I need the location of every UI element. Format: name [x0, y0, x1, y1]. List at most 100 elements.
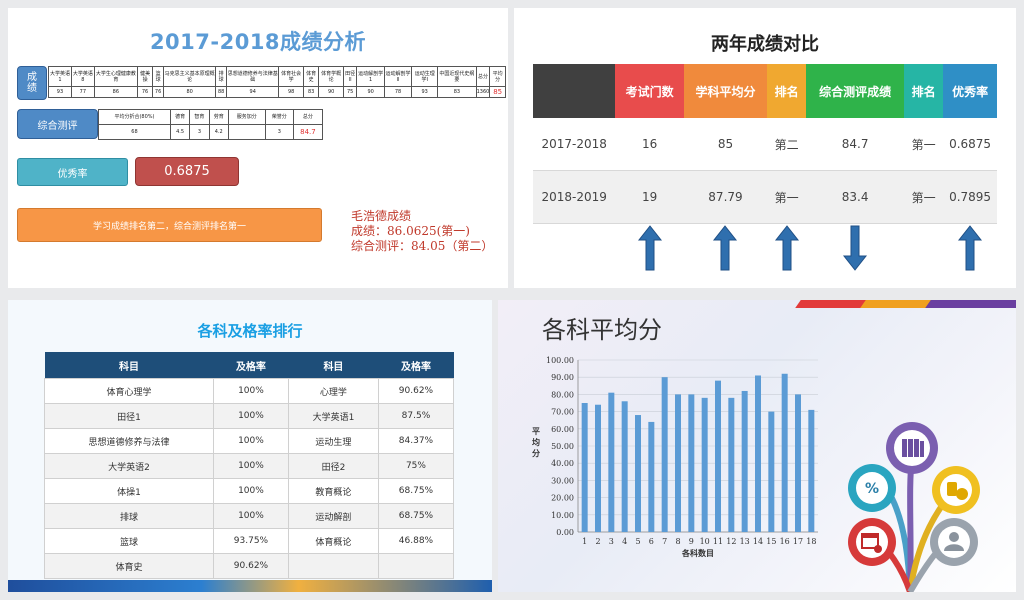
x-tick-label: 8: [675, 537, 680, 546]
pass-cell: 运动解剖: [287, 503, 379, 529]
comparison-header-cell: 综合测评成绩: [806, 64, 905, 118]
pass-cell: 体育概论: [287, 528, 379, 554]
arrow-up-icon: [713, 225, 738, 271]
score-value-cell: 77: [70, 86, 95, 98]
score-value-cell: 83: [437, 86, 477, 98]
excellence-tag: 优秀率: [17, 158, 128, 186]
comparison-cell: 第一: [904, 170, 944, 224]
comparison-table: 考试门数 学科平均分 排名 综合测评成绩 排名 优秀率 2017-2018 16 85 第二 84…: [533, 64, 997, 224]
x-tick-label: 12: [726, 537, 736, 546]
pass-cell: 运动生理: [287, 428, 379, 454]
svg-text:%: %: [865, 481, 879, 497]
trend-arrows: [533, 224, 997, 276]
pass-cell: 教育概论: [287, 478, 379, 504]
y-tick-label: 90.00: [551, 373, 574, 382]
score-header-cell: 田径II: [342, 65, 358, 88]
comparison-header-cell: [533, 64, 616, 118]
comp-value-cell: 4.2: [208, 124, 229, 140]
x-tick-label: 9: [689, 537, 694, 546]
bar: [688, 394, 695, 532]
pass-cell: 心理学: [287, 378, 379, 404]
pass-cell: 100%: [212, 453, 289, 479]
bar: [635, 415, 641, 532]
pass-cell: 体育心理学: [44, 378, 214, 404]
percent-icon: %: [848, 464, 896, 512]
pass-cell: [287, 553, 379, 579]
score-value-cell: 83: [302, 86, 320, 98]
x-tick-label: 5: [635, 537, 640, 546]
pass-cell: 84.37%: [377, 428, 455, 454]
excellence-value: 0.6875: [135, 157, 239, 186]
y-tick-label: 70.00: [551, 408, 574, 417]
x-tick-label: 13: [740, 537, 750, 546]
x-tick-label: 6: [649, 537, 654, 546]
score-header-cell: 体育学概论: [318, 65, 344, 88]
note-name: 毛浩德成绩: [351, 209, 412, 223]
comparison-cell: 83.4: [806, 170, 905, 224]
note-score: 成绩：86.0625(第一): [351, 224, 470, 238]
pass-cell: 体育史: [44, 553, 214, 579]
slide-title: 两年成绩对比: [711, 34, 819, 55]
score-value-cell: 98: [278, 86, 304, 98]
comparison-cell: 19: [615, 170, 684, 224]
x-axis-label: 各科数目: [681, 548, 714, 558]
score-header-cell: 大学英语8: [70, 65, 95, 88]
two-year-comparison-slide: 两年成绩对比 考试门数 学科平均分 排名 综合测评成绩 排名 优秀率 2017-2018 1…: [514, 8, 1016, 288]
table-row: 篮球 93.75% 体育概论 46.88%: [44, 528, 455, 554]
bar: [795, 394, 801, 532]
score-tag: 成 绩: [17, 66, 47, 100]
score-value-cell: 75: [342, 86, 358, 98]
comp-header-cell: 德育: [169, 109, 191, 125]
bar: [741, 390, 748, 532]
bar: [608, 392, 615, 532]
comprehensive-tag: 综合测评: [17, 109, 98, 139]
slide-title: 各科及格率排行: [197, 322, 303, 340]
comp-value-cell: 3: [189, 124, 210, 140]
slide-title: 各科平均分: [542, 316, 662, 344]
pass-header-cell: 科目: [288, 352, 379, 379]
table-row: 大学英语2 100% 田径2 75%: [44, 453, 455, 479]
infographic-tree: %: [848, 422, 980, 592]
score-value-cell: 93: [411, 86, 439, 98]
comprehensive-table: 平均分折合(80%) 德育 智育 劳育 服务加分 荣誉分 总分 68 4.5 3 4.2 3 84.7: [98, 109, 324, 140]
x-tick-label: 7: [662, 537, 667, 546]
comparison-cell: 第二: [767, 118, 807, 171]
pass-cell: 100%: [212, 428, 289, 454]
score-header-cell: 大学英语1: [48, 65, 72, 88]
pass-rate-slide: 各科及格率排行 科目 及格率 科目 及格率 体育心理学 100% 心理学 90.62% 田径1…: [8, 300, 492, 592]
score-header-cell: 健美操: [136, 65, 154, 88]
bar: [581, 403, 588, 532]
calendar-icon: [848, 518, 896, 566]
score-header-cell: 运动生理学I: [411, 65, 439, 88]
average-score-slide: 各科平均分 0.00 10.00 20.00 30.00 40.00 50.00 60.00…: [498, 300, 1016, 592]
score-header-cell: 思想道德修养与法律基础: [226, 65, 280, 88]
score-header-cell: 平均分: [489, 65, 506, 88]
comparison-cell: 84.7: [806, 118, 905, 171]
pass-cell: 68.75%: [377, 478, 455, 504]
arrow-up-icon: [958, 225, 983, 271]
score-table: 大学英语1 大学英语8 大学生心理健康教育 健美操 篮球 马克思主义基本原理概论 排球 思想道…: [48, 65, 506, 98]
comparison-header-cell: 排名: [767, 64, 807, 118]
pass-cell: 93.75%: [212, 528, 289, 554]
x-tick-label: 17: [793, 537, 803, 546]
x-tick-label: 2: [595, 537, 600, 546]
comp-value-cell: 84.7: [292, 124, 324, 140]
x-tick-label: 10: [700, 537, 710, 546]
pass-rate-table: 科目 及格率 科目 及格率 体育心理学 100% 心理学 90.62% 田径1 100% 大学英语…: [44, 352, 455, 579]
score-value-cell: 90: [318, 86, 344, 98]
comp-header-cell: 服务加分: [227, 109, 266, 125]
score-header-cell: 总分: [475, 65, 491, 88]
score-header-cell: 排球: [215, 65, 228, 88]
y-tick-label: 50.00: [551, 442, 574, 451]
decorative-footer: [8, 580, 492, 592]
bar: [715, 380, 721, 532]
pass-cell: 体操1: [44, 478, 214, 504]
score-value-cell: 86: [93, 86, 138, 98]
score-value-cell: 93: [48, 86, 72, 98]
score-value-cell: 85: [489, 86, 506, 98]
x-tick-label: 4: [622, 537, 627, 546]
comp-value-cell: 68: [98, 124, 171, 140]
y-axis-label: 均: [532, 437, 540, 447]
pass-cell: 68.75%: [377, 503, 455, 529]
y-tick-label: 30.00: [551, 476, 574, 485]
